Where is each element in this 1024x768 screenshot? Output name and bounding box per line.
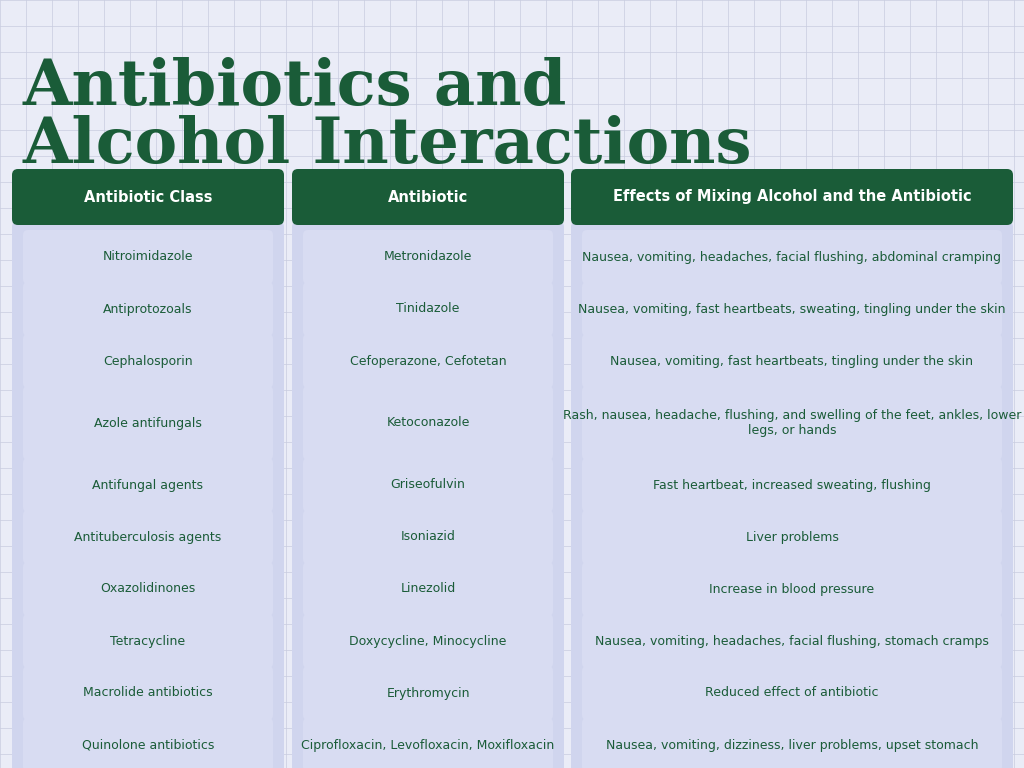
Text: Antibiotic: Antibiotic — [388, 190, 468, 204]
Text: Metronidazole: Metronidazole — [384, 250, 472, 263]
Text: Alcohol Interactions: Alcohol Interactions — [22, 114, 752, 176]
Text: Erythromycin: Erythromycin — [386, 687, 470, 700]
Text: Increase in blood pressure: Increase in blood pressure — [710, 582, 874, 595]
FancyBboxPatch shape — [303, 666, 553, 720]
Text: Macrolide antibiotics: Macrolide antibiotics — [83, 687, 213, 700]
Text: Cefoperazone, Cefotetan: Cefoperazone, Cefotetan — [349, 355, 506, 368]
FancyBboxPatch shape — [303, 386, 553, 460]
FancyBboxPatch shape — [23, 666, 273, 720]
Text: Antiprotozoals: Antiprotozoals — [103, 303, 193, 316]
Text: Ketoconazole: Ketoconazole — [386, 416, 470, 429]
Text: Nausea, vomiting, fast heartbeats, tingling under the skin: Nausea, vomiting, fast heartbeats, tingl… — [610, 355, 974, 368]
FancyBboxPatch shape — [582, 334, 1002, 388]
Text: Antibiotic Class: Antibiotic Class — [84, 190, 212, 204]
FancyBboxPatch shape — [582, 666, 1002, 720]
FancyBboxPatch shape — [303, 614, 553, 668]
FancyBboxPatch shape — [303, 510, 553, 564]
FancyBboxPatch shape — [571, 169, 1013, 225]
FancyBboxPatch shape — [12, 221, 284, 768]
FancyBboxPatch shape — [582, 614, 1002, 668]
FancyBboxPatch shape — [582, 562, 1002, 616]
FancyBboxPatch shape — [23, 282, 273, 336]
FancyBboxPatch shape — [23, 458, 273, 512]
Text: Azole antifungals: Azole antifungals — [94, 416, 202, 429]
FancyBboxPatch shape — [292, 169, 564, 225]
Text: Nitroimidazole: Nitroimidazole — [102, 250, 194, 263]
FancyBboxPatch shape — [303, 458, 553, 512]
Text: Tetracycline: Tetracycline — [111, 634, 185, 647]
FancyBboxPatch shape — [303, 230, 553, 284]
Text: Isoniazid: Isoniazid — [400, 531, 456, 544]
FancyBboxPatch shape — [303, 562, 553, 616]
FancyBboxPatch shape — [23, 230, 273, 284]
FancyBboxPatch shape — [23, 334, 273, 388]
Text: Antifungal agents: Antifungal agents — [92, 478, 204, 492]
Text: Antibiotics and: Antibiotics and — [22, 57, 566, 118]
Text: Ciprofloxacin, Levofloxacin, Moxifloxacin: Ciprofloxacin, Levofloxacin, Moxifloxaci… — [301, 739, 555, 752]
Text: Nausea, vomiting, headaches, facial flushing, abdominal cramping: Nausea, vomiting, headaches, facial flus… — [583, 250, 1001, 263]
Text: Reduced effect of antibiotic: Reduced effect of antibiotic — [706, 687, 879, 700]
FancyBboxPatch shape — [571, 221, 1013, 768]
Text: Tinidazole: Tinidazole — [396, 303, 460, 316]
Text: Quinolone antibiotics: Quinolone antibiotics — [82, 739, 214, 752]
FancyBboxPatch shape — [582, 230, 1002, 284]
FancyBboxPatch shape — [582, 386, 1002, 460]
Text: Effects of Mixing Alcohol and the Antibiotic: Effects of Mixing Alcohol and the Antibi… — [612, 190, 972, 204]
Text: Liver problems: Liver problems — [745, 531, 839, 544]
FancyBboxPatch shape — [303, 718, 553, 768]
Text: Antituberculosis agents: Antituberculosis agents — [75, 531, 221, 544]
Text: Nausea, vomiting, headaches, facial flushing, stomach cramps: Nausea, vomiting, headaches, facial flus… — [595, 634, 989, 647]
Text: Rash, nausea, headache, flushing, and swelling of the feet, ankles, lower
legs, : Rash, nausea, headache, flushing, and sw… — [563, 409, 1021, 437]
Text: Nausea, vomiting, dizziness, liver problems, upset stomach: Nausea, vomiting, dizziness, liver probl… — [606, 739, 978, 752]
FancyBboxPatch shape — [23, 510, 273, 564]
FancyBboxPatch shape — [23, 718, 273, 768]
FancyBboxPatch shape — [582, 282, 1002, 336]
FancyBboxPatch shape — [12, 169, 284, 225]
FancyBboxPatch shape — [23, 562, 273, 616]
Text: Oxazolidinones: Oxazolidinones — [100, 582, 196, 595]
Text: Cephalosporin: Cephalosporin — [103, 355, 193, 368]
FancyBboxPatch shape — [292, 221, 564, 768]
Text: Nausea, vomiting, fast heartbeats, sweating, tingling under the skin: Nausea, vomiting, fast heartbeats, sweat… — [579, 303, 1006, 316]
FancyBboxPatch shape — [582, 718, 1002, 768]
FancyBboxPatch shape — [303, 282, 553, 336]
Text: Griseofulvin: Griseofulvin — [390, 478, 466, 492]
Text: Linezolid: Linezolid — [400, 582, 456, 595]
FancyBboxPatch shape — [303, 334, 553, 388]
Text: Fast heartbeat, increased sweating, flushing: Fast heartbeat, increased sweating, flus… — [653, 478, 931, 492]
FancyBboxPatch shape — [23, 614, 273, 668]
FancyBboxPatch shape — [582, 510, 1002, 564]
FancyBboxPatch shape — [582, 458, 1002, 512]
Text: Doxycycline, Minocycline: Doxycycline, Minocycline — [349, 634, 507, 647]
FancyBboxPatch shape — [23, 386, 273, 460]
